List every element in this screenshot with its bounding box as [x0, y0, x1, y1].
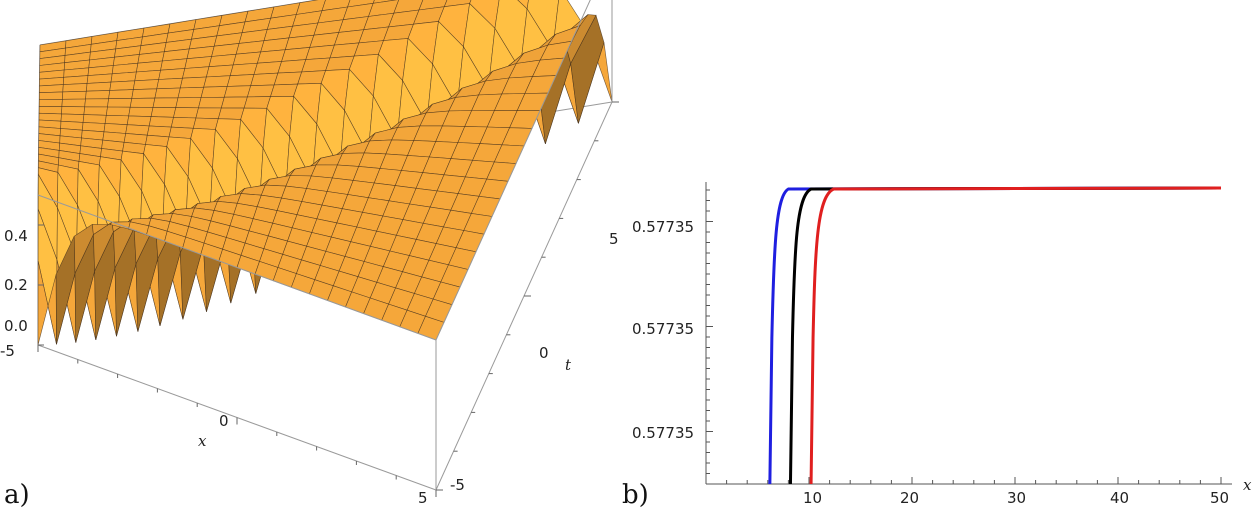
line-plot-ticks [706, 189, 1222, 484]
surface-patch [154, 87, 181, 99]
surface-patch [273, 71, 303, 86]
surface-patch [132, 79, 160, 90]
surface-patch [277, 59, 307, 74]
surface-patch [179, 76, 207, 89]
surface-patch [152, 97, 179, 108]
x-tick-label: 50 [1210, 489, 1229, 507]
surface-patch [170, 116, 197, 129]
surface-patch [250, 72, 279, 87]
surface-patch [177, 86, 205, 99]
x-axis-label: x [1243, 476, 1252, 494]
surface-patch [168, 126, 194, 139]
x-tick-label: 40 [1110, 489, 1129, 507]
t-tick-label: -5 [450, 476, 465, 494]
surface-patch [109, 80, 136, 91]
surface-patch [175, 97, 202, 109]
surface-patch [173, 107, 199, 119]
surface-patch [223, 85, 252, 98]
line-series [768, 186, 1222, 485]
t-tick-label: 5 [609, 230, 619, 248]
surface-patch [232, 51, 262, 66]
t-tick-label: 0 [539, 344, 549, 362]
surface-patch [243, 96, 271, 109]
surface-patch [38, 91, 64, 100]
surface-patch [229, 62, 258, 77]
surface-patch [38, 106, 63, 115]
surface-patch [61, 106, 86, 115]
surface-ticks [37, 101, 619, 497]
surface [37, 0, 613, 346]
surface-patch [129, 97, 156, 108]
line-plot-panel: 0.57735 0.57735 0.57735 10 20 30 40 50 x… [622, 182, 1252, 510]
surface-patch [270, 83, 299, 97]
surface-patch [39, 84, 64, 94]
z-tick-label: 0.0 [4, 317, 28, 335]
t-axis-label: t [565, 356, 572, 374]
z-tick-label: 0.4 [4, 227, 28, 245]
x-axis-label: x [198, 432, 207, 450]
surface-patch [246, 84, 275, 98]
surface-patch [104, 114, 130, 126]
surface-patch [62, 83, 88, 93]
x-tick-label: 5 [418, 489, 428, 507]
surface-patch [206, 64, 234, 78]
surface-patch [220, 96, 248, 109]
surface-plot-panel: 0.4 0.2 0.0 -5 0 5 x 5 0 -5 t a) [0, 0, 619, 510]
box-edge [435, 0, 591, 341]
surface-patch [158, 68, 186, 80]
x-tick-label: -5 [0, 342, 15, 360]
series-line-1 [768, 186, 1222, 485]
surface-patch [281, 47, 311, 62]
surface-patch [253, 61, 283, 75]
panel-label-a: a) [4, 480, 30, 510]
surface-patch [82, 114, 107, 124]
surface-patch [128, 106, 154, 117]
surface-patch [62, 90, 87, 100]
y-tick-label: 0.57735 [632, 424, 694, 442]
box-edge [37, 194, 437, 341]
surface-patch [126, 115, 152, 127]
surface-patch [148, 116, 174, 128]
surface-patch [182, 66, 210, 79]
surface-patch [131, 88, 158, 99]
y-tick-label: 0.57735 [632, 218, 694, 236]
surface-patch [150, 107, 177, 118]
panel-label-b: b) [622, 480, 649, 510]
surface-patch [192, 117, 219, 130]
surface-patch [108, 89, 134, 100]
y-tick-label: 0.57735 [632, 320, 694, 338]
surface-patch [203, 75, 231, 88]
surface-patch [156, 77, 183, 90]
z-tick-label: 0.2 [4, 276, 28, 294]
surface-patch [198, 96, 225, 109]
surface-patch [195, 107, 222, 120]
surface-patch [83, 106, 108, 116]
x-tick-label: 30 [1007, 489, 1026, 507]
surface-patch [134, 69, 161, 82]
surface-patch [107, 98, 133, 108]
series-line-3 [809, 186, 1222, 485]
surface-patch [84, 98, 109, 108]
surface-patch [217, 107, 245, 120]
surface-patch [85, 90, 111, 100]
series-line-2 [788, 186, 1222, 485]
surface-patch [105, 106, 131, 117]
surface-patch [200, 86, 228, 98]
surface-patch [61, 98, 86, 108]
surface-patch [38, 98, 63, 107]
surface-patch [226, 74, 255, 87]
x-tick-label: 20 [900, 489, 919, 507]
surface-patch [85, 81, 112, 92]
x-tick-label: 10 [803, 489, 822, 507]
surface-patch [110, 71, 137, 83]
x-tick-label: 0 [219, 412, 229, 430]
